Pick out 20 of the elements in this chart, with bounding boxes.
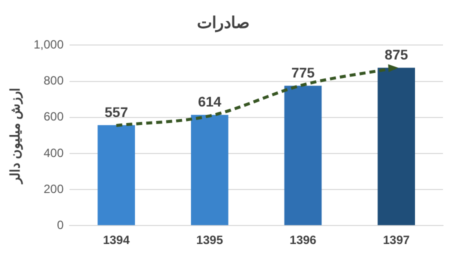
y-tick-label: 200 xyxy=(44,182,64,196)
x-tick-label: 1397 xyxy=(382,233,410,248)
y-axis-title: ارزش میلیون دالر xyxy=(7,87,24,185)
data-label: 557 xyxy=(104,104,128,120)
y-tick-label: 1,000 xyxy=(34,38,64,52)
data-label: 614 xyxy=(198,94,222,110)
x-tick-label: 1395 xyxy=(196,233,224,248)
bar xyxy=(284,86,322,226)
bar xyxy=(378,68,415,226)
data-label: 775 xyxy=(291,64,315,81)
chart-title: صادرات xyxy=(197,15,250,34)
x-tick-label: 1396 xyxy=(290,233,317,248)
y-tick-label: 400 xyxy=(44,146,64,160)
y-tick-label: 600 xyxy=(44,110,64,124)
y-tick-label: 800 xyxy=(44,74,64,88)
bar xyxy=(190,114,228,226)
data-label: 875 xyxy=(384,46,408,63)
y-tick-label: 0 xyxy=(56,218,64,232)
x-tick-label: 1394 xyxy=(102,233,130,248)
bar xyxy=(98,125,135,226)
